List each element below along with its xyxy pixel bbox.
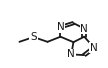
Text: N: N — [57, 22, 64, 32]
Text: N: N — [80, 24, 88, 34]
Text: N: N — [67, 49, 75, 59]
Text: N: N — [90, 43, 98, 53]
Text: S: S — [30, 32, 37, 42]
